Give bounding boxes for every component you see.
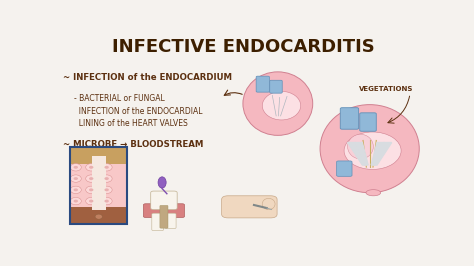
Text: LINING of the HEART VALVES: LINING of the HEART VALVES — [74, 119, 188, 128]
Ellipse shape — [89, 188, 93, 191]
Ellipse shape — [86, 186, 97, 194]
Polygon shape — [347, 143, 366, 165]
Text: ~ MICROBE → BLOODSTREAM: ~ MICROBE → BLOODSTREAM — [63, 140, 203, 149]
Text: ~ INFECTION of the ENDOCARDIUM: ~ INFECTION of the ENDOCARDIUM — [63, 73, 232, 82]
FancyBboxPatch shape — [360, 113, 376, 131]
Ellipse shape — [86, 164, 97, 171]
Ellipse shape — [86, 175, 97, 182]
Text: INFECTIVE ENDOCARDITIS: INFECTIVE ENDOCARDITIS — [111, 38, 374, 56]
FancyBboxPatch shape — [340, 108, 359, 129]
Ellipse shape — [89, 177, 93, 180]
Bar — [70, 147, 127, 225]
Ellipse shape — [243, 72, 313, 135]
FancyBboxPatch shape — [151, 191, 177, 210]
FancyBboxPatch shape — [160, 205, 168, 228]
FancyBboxPatch shape — [143, 204, 184, 218]
FancyBboxPatch shape — [165, 213, 176, 228]
Ellipse shape — [262, 198, 275, 210]
FancyBboxPatch shape — [222, 196, 277, 218]
Ellipse shape — [320, 105, 419, 193]
Ellipse shape — [73, 177, 78, 180]
Ellipse shape — [344, 132, 401, 169]
Ellipse shape — [158, 177, 166, 188]
Ellipse shape — [104, 166, 109, 169]
Ellipse shape — [89, 166, 93, 169]
FancyBboxPatch shape — [270, 80, 282, 93]
Ellipse shape — [104, 188, 109, 191]
Text: - BACTERIAL or FUNGAL: - BACTERIAL or FUNGAL — [74, 94, 164, 103]
Bar — [70, 147, 127, 225]
Ellipse shape — [101, 197, 112, 205]
Bar — [70, 147, 127, 164]
FancyBboxPatch shape — [152, 213, 164, 231]
Ellipse shape — [86, 197, 97, 205]
Ellipse shape — [95, 214, 102, 219]
Ellipse shape — [70, 186, 82, 194]
Ellipse shape — [366, 190, 381, 196]
Ellipse shape — [104, 177, 109, 180]
Ellipse shape — [70, 197, 82, 205]
Ellipse shape — [73, 166, 78, 169]
FancyBboxPatch shape — [337, 161, 352, 176]
Ellipse shape — [101, 175, 112, 182]
Bar — [92, 156, 106, 210]
Ellipse shape — [262, 91, 301, 120]
Ellipse shape — [101, 164, 112, 171]
Ellipse shape — [73, 188, 78, 191]
Polygon shape — [371, 143, 384, 165]
Text: INFECTION of the ENDOCARDIAL: INFECTION of the ENDOCARDIAL — [74, 107, 202, 116]
Ellipse shape — [89, 200, 93, 202]
Text: VEGETATIONS: VEGETATIONS — [359, 86, 414, 92]
Polygon shape — [355, 143, 368, 165]
Ellipse shape — [347, 134, 374, 159]
Ellipse shape — [104, 200, 109, 202]
Bar — [70, 164, 127, 207]
Ellipse shape — [70, 175, 82, 182]
Ellipse shape — [73, 200, 78, 202]
FancyBboxPatch shape — [256, 76, 269, 92]
Bar — [70, 207, 127, 225]
Ellipse shape — [70, 164, 82, 171]
Ellipse shape — [101, 186, 112, 194]
Polygon shape — [374, 143, 392, 165]
